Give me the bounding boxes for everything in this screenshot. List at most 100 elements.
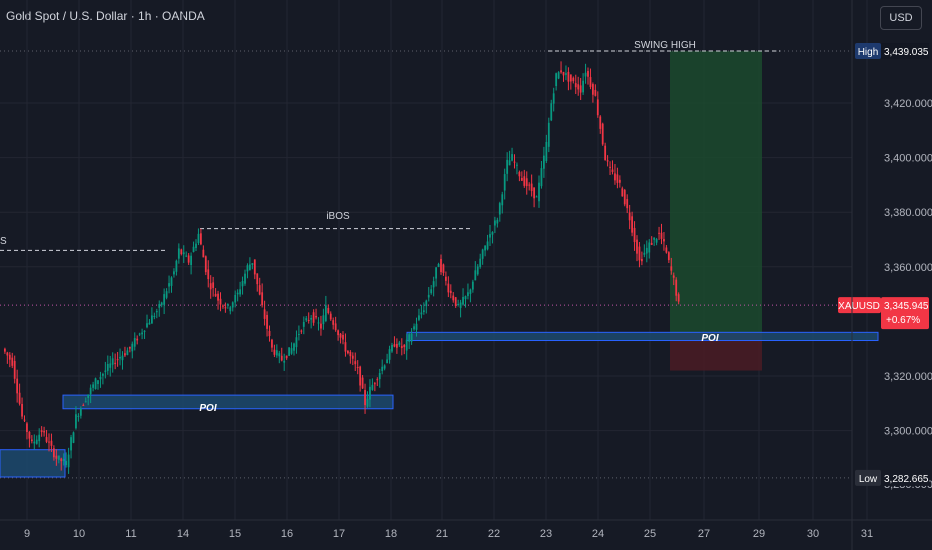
candle-body xyxy=(70,437,72,451)
ibos-label: iBOS xyxy=(326,211,350,222)
candle-body xyxy=(253,259,256,275)
candle-body xyxy=(317,322,320,324)
candle-body xyxy=(327,308,330,314)
low-value: 3,282.665 xyxy=(884,474,929,485)
candle-body xyxy=(241,281,244,287)
candle-body xyxy=(474,270,477,281)
candle-body xyxy=(675,279,678,296)
candle-body xyxy=(283,360,286,363)
candle-body xyxy=(263,309,266,319)
candle-body xyxy=(599,116,602,129)
candle-body xyxy=(278,353,281,357)
candle-body xyxy=(430,289,433,294)
candle-body xyxy=(79,408,82,416)
candle-body xyxy=(528,184,531,186)
candle-body xyxy=(449,290,452,294)
candle-body xyxy=(631,216,633,233)
candle-body xyxy=(65,460,68,466)
candle-body xyxy=(87,394,90,399)
candle-body xyxy=(376,379,379,381)
candle-body xyxy=(26,423,28,432)
candle-body xyxy=(442,264,445,273)
candle-body xyxy=(6,352,9,356)
candle-body xyxy=(552,93,555,104)
time-tick-label: 25 xyxy=(644,528,656,540)
candle-body xyxy=(361,377,364,389)
candle-body xyxy=(393,344,396,347)
current-price-change: +0.67% xyxy=(886,315,920,326)
candle-body xyxy=(525,178,528,186)
candle-body xyxy=(62,458,65,461)
candle-body xyxy=(574,83,577,88)
candle-body xyxy=(432,281,435,288)
currency-button[interactable]: USD xyxy=(880,6,922,30)
candle-body xyxy=(503,174,506,191)
candle-body xyxy=(226,304,229,306)
candle-body xyxy=(447,283,450,293)
candle-body xyxy=(550,103,553,121)
candle-body xyxy=(322,315,325,325)
candle-body xyxy=(677,294,680,302)
candle-body xyxy=(459,302,462,308)
candle-body xyxy=(457,303,460,305)
candle-body xyxy=(214,293,217,297)
candle-body xyxy=(643,252,646,255)
high-value: 3,439.035 xyxy=(884,47,929,58)
time-tick-label: 9 xyxy=(24,528,30,540)
candle-body xyxy=(533,187,535,199)
candle-body xyxy=(479,258,482,267)
candle-body xyxy=(410,333,413,342)
candle-body xyxy=(405,339,408,351)
candle-body xyxy=(427,294,430,298)
candle-body xyxy=(400,345,403,349)
candle-body xyxy=(369,386,371,400)
candle-body xyxy=(13,360,16,379)
candle-body xyxy=(621,188,624,197)
symbol-tag xyxy=(838,297,881,314)
candle-body xyxy=(33,441,36,444)
candle-body xyxy=(538,182,540,202)
candle-body xyxy=(518,172,521,177)
candle-body xyxy=(258,285,261,295)
candle-body xyxy=(295,337,298,348)
candle-body xyxy=(234,294,237,303)
candle-body xyxy=(484,245,486,251)
candle-body xyxy=(347,350,349,354)
candle-body xyxy=(396,343,398,348)
candle-body xyxy=(530,183,533,191)
candle-body xyxy=(124,353,126,356)
candle-body xyxy=(18,392,21,404)
candle-body xyxy=(82,405,85,407)
candle-body xyxy=(256,273,259,285)
candle-body xyxy=(577,84,580,90)
candle-body xyxy=(53,448,55,458)
candle-body xyxy=(23,419,26,421)
candle-body xyxy=(454,297,457,306)
time-tick-label: 31 xyxy=(861,528,873,540)
time-tick-label: 29 xyxy=(753,528,765,540)
candle-body xyxy=(506,159,509,174)
candle-body xyxy=(175,260,178,272)
candle-body xyxy=(623,189,626,205)
candle-body xyxy=(195,243,197,248)
candle-body xyxy=(170,277,173,286)
candle-body xyxy=(403,344,406,348)
candle-body xyxy=(246,265,249,272)
candle-body xyxy=(354,361,357,365)
time-tick-label: 24 xyxy=(592,528,604,540)
candle-body xyxy=(4,348,6,352)
candle-body xyxy=(84,401,87,403)
candle-body xyxy=(567,71,570,82)
candle-body xyxy=(229,307,232,312)
candle-body xyxy=(650,242,653,245)
candle-body xyxy=(102,373,104,376)
candle-body xyxy=(618,179,621,183)
candle-body xyxy=(60,458,63,462)
candle-body xyxy=(398,342,401,346)
candle-body xyxy=(143,330,146,332)
candle-body xyxy=(572,77,575,82)
candle-body xyxy=(596,99,599,116)
candle-body xyxy=(584,72,587,77)
candle-body xyxy=(111,358,114,365)
